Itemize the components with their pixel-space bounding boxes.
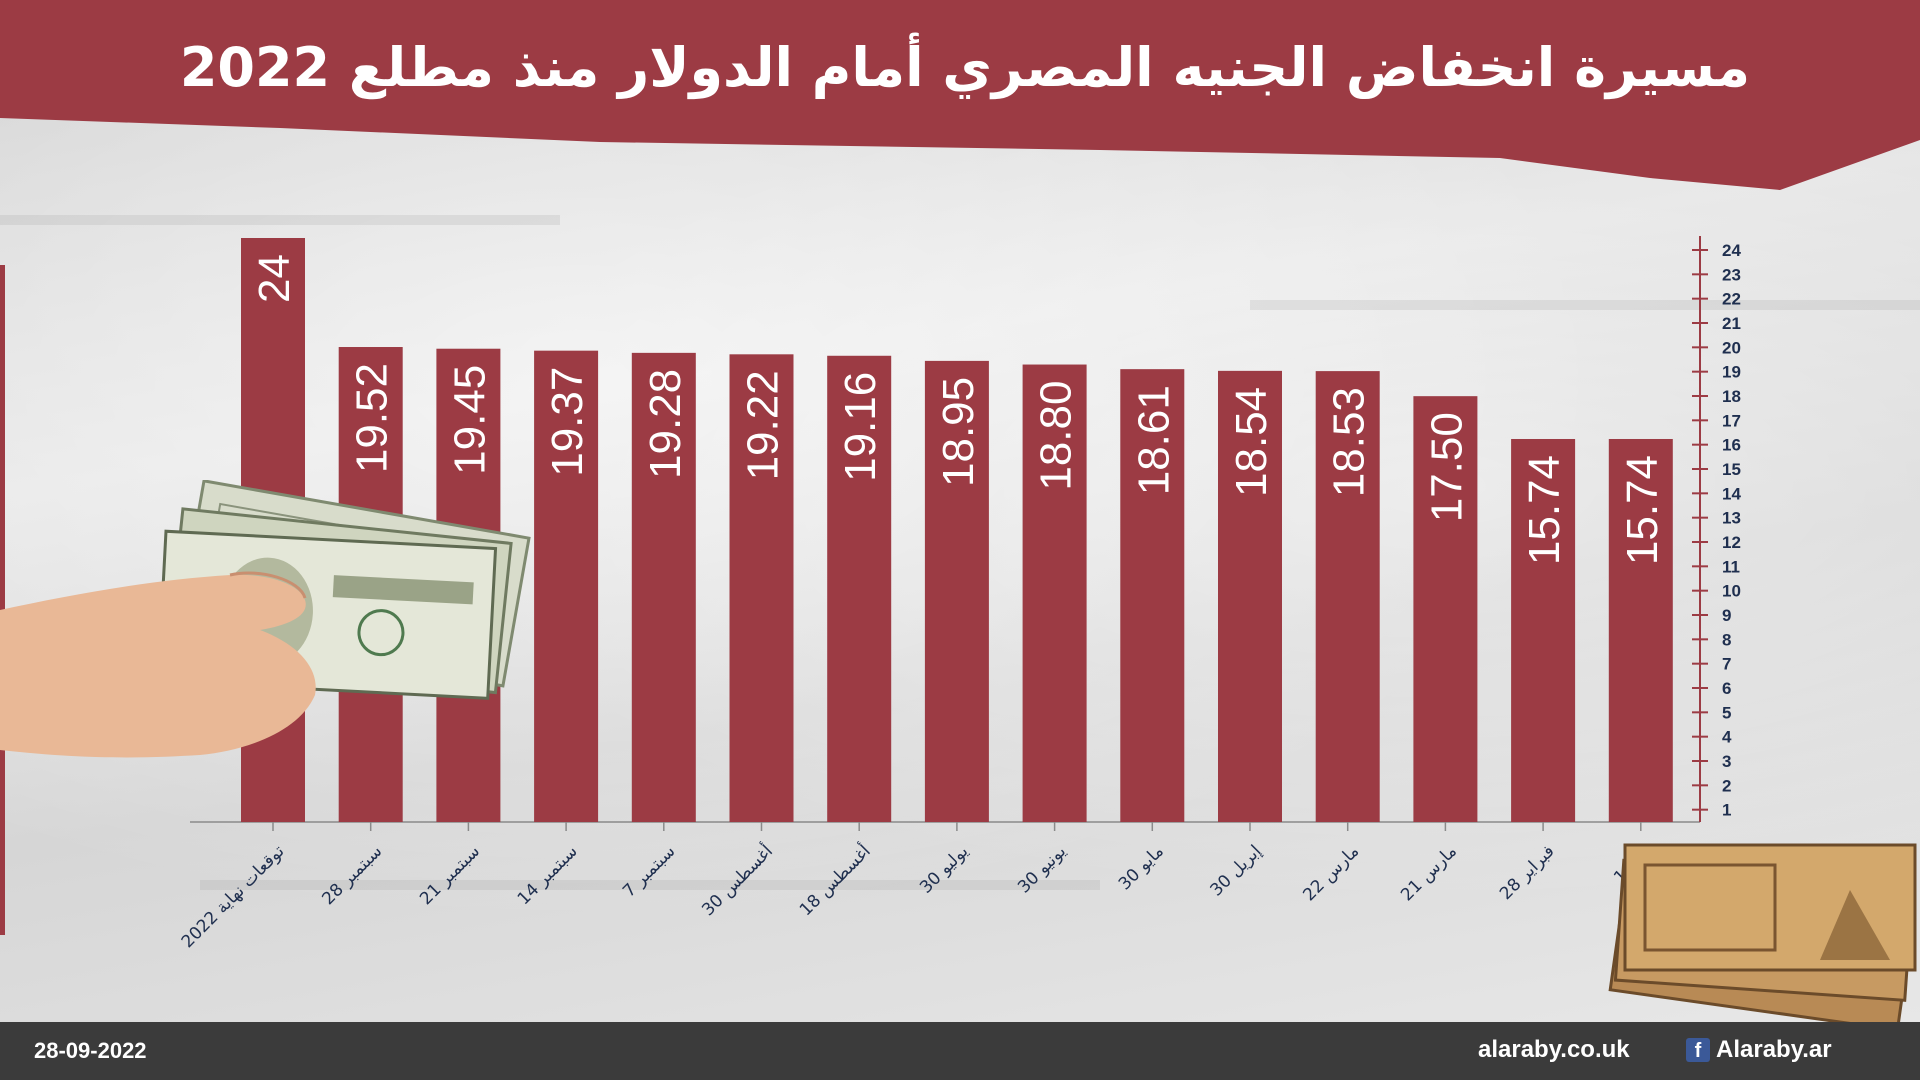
- y-tick-label: 21: [1722, 314, 1741, 333]
- bar-value-label: 18.54: [1227, 387, 1276, 497]
- category-label: 30 إبريل: [1206, 841, 1265, 900]
- y-tick-label: 24: [1722, 241, 1741, 260]
- bar: [631, 352, 696, 822]
- bar-value-label: 19.45: [445, 365, 494, 475]
- bar: [1218, 370, 1282, 822]
- bar-value-label: 18.53: [1325, 387, 1374, 497]
- bar-value-label: 19.22: [739, 370, 788, 480]
- bar: [1413, 396, 1478, 822]
- y-tick-label: 12: [1722, 533, 1741, 552]
- y-tick-label: 14: [1722, 484, 1741, 503]
- y-tick-label: 15: [1722, 460, 1741, 479]
- bar-value-label: 15.74: [1520, 455, 1569, 565]
- bar-value-label: 19.16: [836, 372, 885, 482]
- site-link[interactable]: alaraby.co.uk: [1478, 1036, 1630, 1063]
- category-label: 28 فبراير: [1496, 841, 1559, 904]
- background-strip: [1250, 300, 1920, 310]
- category-label: 30 يوليو: [916, 841, 973, 898]
- y-tick-label: 6: [1722, 679, 1731, 698]
- publish-date: 28-09-2022: [34, 1038, 147, 1063]
- y-tick-label: 4: [1722, 728, 1732, 747]
- y-tick-label: 3: [1722, 752, 1731, 771]
- y-tick-label: 11: [1722, 557, 1740, 576]
- bar-value-label: 19.28: [641, 369, 690, 479]
- y-tick-label: 1: [1722, 801, 1731, 820]
- category-label: 28 سبتمبر: [318, 841, 386, 909]
- bar: [1022, 364, 1087, 822]
- category-label: 7 سبتمبر: [619, 841, 679, 901]
- left-accent-bar: [0, 265, 5, 935]
- footer-bar: 28-09-2022 alaraby.co.uk f Alaraby.ar: [0, 1022, 1920, 1080]
- y-tick-label: 17: [1722, 411, 1741, 430]
- background-strip: [200, 880, 1100, 890]
- category-label: 18 أغسطس: [795, 840, 875, 920]
- y-tick-label: 13: [1722, 509, 1741, 528]
- facebook-icon[interactable]: f: [1686, 1038, 1710, 1062]
- category-label: توقعات نهاية 2022: [178, 841, 289, 952]
- y-tick-label: 10: [1722, 582, 1741, 601]
- y-tick-label: 22: [1722, 290, 1741, 309]
- bar: [1315, 371, 1380, 822]
- bar-value-label: 19.52: [348, 363, 397, 473]
- page-title: مسيرة انخفاض الجنيه المصري أمام الدولار …: [179, 36, 1750, 99]
- bar: [1608, 438, 1673, 822]
- y-tick-label: 18: [1722, 387, 1741, 406]
- y-tick-label: 19: [1722, 363, 1741, 382]
- bar-value-label: 17.50: [1422, 412, 1471, 522]
- y-tick-label: 16: [1722, 436, 1741, 455]
- bar-value-label: 24: [250, 254, 299, 303]
- category-label: 30 أغسطس: [697, 840, 777, 920]
- bar-value-label: 15.74: [1618, 455, 1667, 565]
- bar-value-label: 18.80: [1032, 381, 1081, 491]
- bar: [1511, 438, 1576, 822]
- egyptian-pound-notes-image: [1608, 843, 1917, 1030]
- bar-value-label: 19.37: [543, 367, 592, 477]
- bar-value-label: 18.61: [1129, 385, 1178, 495]
- bar-value-label: 18.95: [934, 377, 983, 487]
- y-tick-label: 2: [1722, 776, 1731, 795]
- hand-with-dollars-image: [0, 480, 531, 758]
- category-label: 21 مارس: [1397, 841, 1461, 905]
- category-label: 14 سبتمبر: [514, 841, 582, 909]
- background-strip: [0, 215, 560, 225]
- bar: [1120, 369, 1185, 822]
- bar: [827, 355, 892, 822]
- y-tick-label: 5: [1722, 703, 1731, 722]
- bar: [729, 354, 794, 822]
- category-label: 22 مارس: [1299, 841, 1363, 905]
- category-label: 30 مايو: [1115, 841, 1168, 894]
- category-label: 21 سبتمبر: [416, 841, 484, 909]
- y-tick-label: 7: [1722, 655, 1731, 674]
- category-label: 30 يونيو: [1014, 841, 1070, 897]
- y-tick-label: 20: [1722, 338, 1741, 357]
- y-tick-label: 9: [1722, 606, 1731, 625]
- facebook-handle[interactable]: Alaraby.ar: [1716, 1036, 1832, 1063]
- title-banner: [0, 0, 1920, 190]
- y-tick-label: 8: [1722, 630, 1731, 649]
- bar: [534, 350, 599, 822]
- y-tick-label: 23: [1722, 265, 1741, 284]
- bar: [924, 360, 989, 822]
